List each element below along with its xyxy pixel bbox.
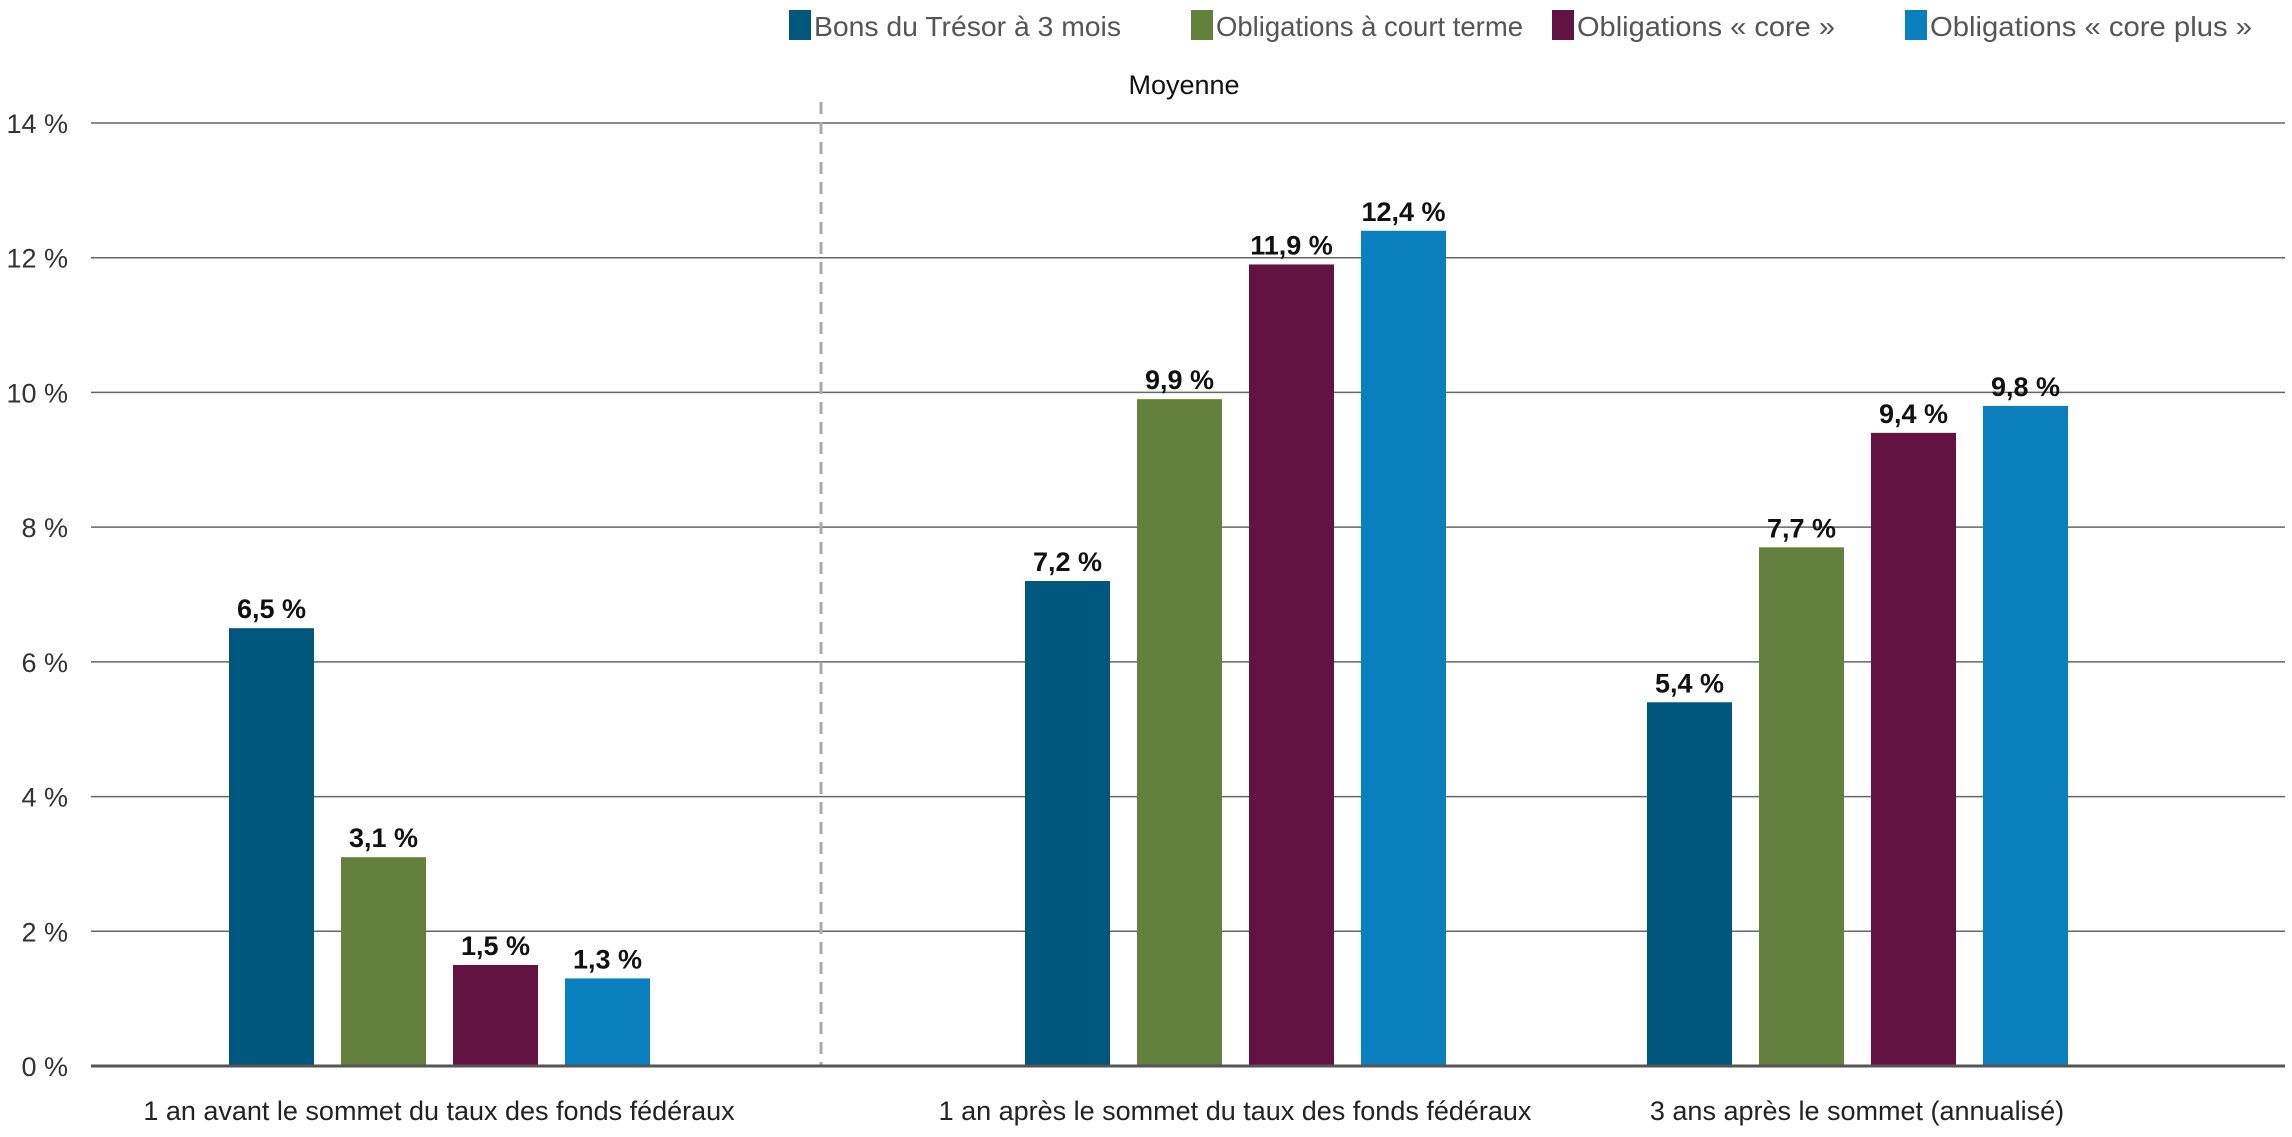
legend-swatch <box>789 10 811 40</box>
bar <box>1871 432 1956 1066</box>
bar <box>1759 547 1844 1066</box>
y-tick-label: 2 % <box>21 917 68 947</box>
x-axis-categories: 1 an avant le sommet du taux des fonds f… <box>143 1096 2064 1126</box>
legend: Bons du Trésor à 3 mois Obligations à cou… <box>789 10 2252 42</box>
data-label: 6,5 % <box>237 594 306 624</box>
data-label: 7,7 % <box>1767 513 1836 543</box>
x-category-label: 1 an avant le sommet du taux des fonds f… <box>143 1096 735 1126</box>
legend-swatch <box>1552 10 1574 40</box>
bars: 6,5 % 3,1 % 1,5 % 1,3 % 7,2 % 9,9 % 11,9 % 12,4… <box>229 197 2068 1066</box>
y-tick-label: 8 % <box>21 513 68 543</box>
bar <box>341 857 426 1066</box>
x-category-label: 3 ans après le sommet (annualisé) <box>1650 1096 2064 1126</box>
bar <box>1647 702 1732 1066</box>
bar <box>1025 581 1110 1066</box>
x-category-label: 1 an après le sommet du taux des fonds f… <box>939 1096 1532 1126</box>
annotation-moyenne: Moyenne <box>1128 70 1239 100</box>
bar <box>565 978 650 1066</box>
y-tick-label: 0 % <box>21 1052 68 1082</box>
bar <box>229 628 314 1066</box>
data-label: 7,2 % <box>1033 547 1102 577</box>
y-axis-ticks: 0 % 2 % 4 % 6 % 8 % 10 % 12 % 14 % <box>6 109 68 1082</box>
bar <box>1249 264 1334 1066</box>
legend-swatch <box>1905 10 1927 40</box>
bar <box>453 964 538 1066</box>
y-tick-label: 6 % <box>21 648 68 678</box>
bar <box>1983 405 2068 1066</box>
legend-label: Obligations à court terme <box>1216 11 1523 42</box>
data-label: 3,1 % <box>349 823 418 853</box>
data-label: 9,8 % <box>1991 372 2060 402</box>
legend-label: Obligations « core » <box>1577 11 1835 42</box>
data-label: 1,3 % <box>573 944 642 974</box>
legend-label: Obligations « core plus » <box>1930 11 2252 42</box>
y-tick-label: 10 % <box>6 378 68 408</box>
data-label: 5,4 % <box>1655 668 1724 698</box>
bar <box>1137 399 1222 1066</box>
bar <box>1361 230 1446 1066</box>
data-label: 9,4 % <box>1879 399 1948 429</box>
data-label: 12,4 % <box>1361 197 1445 227</box>
legend-label: Bons du Trésor à 3 mois <box>814 11 1121 42</box>
legend-swatch <box>1191 10 1213 40</box>
data-label: 11,9 % <box>1250 230 1333 260</box>
y-tick-label: 12 % <box>6 244 68 274</box>
y-tick-label: 4 % <box>21 783 68 813</box>
data-label: 9,9 % <box>1145 365 1214 395</box>
data-label: 1,5 % <box>461 931 530 961</box>
y-tick-label: 14 % <box>6 109 68 139</box>
